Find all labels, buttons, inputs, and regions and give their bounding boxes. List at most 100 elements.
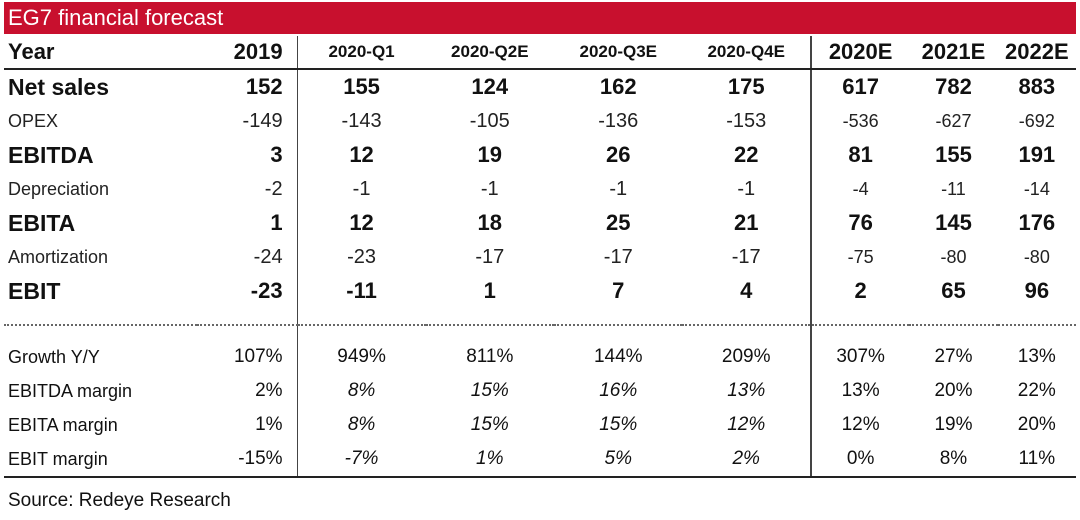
row-label: EBIT margin (4, 442, 197, 478)
row-label: OPEX (8, 110, 59, 131)
table-cell: 155 (935, 142, 972, 167)
table-cell: 15% (470, 414, 509, 435)
table-cell: 144% (593, 346, 643, 367)
row-label: EBITA (8, 209, 76, 236)
table-cell: 20% (934, 380, 973, 401)
table-cell: 25 (606, 210, 631, 235)
table-cell: 8% (296, 374, 426, 408)
table-cell: 81 (809, 138, 910, 172)
table-cell: 2% (682, 442, 811, 478)
header-cell: 2021E (909, 36, 998, 70)
table-cell: -17 (475, 245, 505, 268)
table-cell: -23 (250, 278, 283, 303)
header-cell: 2019 (196, 36, 298, 70)
header-row: Year 2019 2020-Q1 2020-Q2E 2020-Q3E 2020… (4, 36, 1076, 70)
table-cell: -7% (296, 442, 426, 478)
header-cell: 2020E (809, 36, 910, 70)
table-cell: -692 (1018, 110, 1055, 131)
table-cell: 22 (733, 142, 759, 167)
table-cell: 307% (809, 340, 910, 374)
header-cell: 2020-Q1 (296, 36, 426, 70)
table-cell: -17 (731, 245, 761, 268)
row-label: EBITDA (8, 141, 94, 168)
table-row: OPEX -149 -143 -105 -136 -153 -536 -627 … (4, 104, 1076, 138)
table-cell: 949% (296, 340, 426, 374)
table-cell: -149 (242, 109, 283, 132)
table-cell: 26 (606, 142, 631, 167)
table-cell: 11% (997, 442, 1076, 478)
forecast-table: Year 2019 2020-Q1 2020-Q2E 2020-Q3E 2020… (4, 36, 1076, 478)
table-cell: 883 (1018, 74, 1056, 99)
table-cell: -143 (296, 104, 426, 138)
table-cell: 15% (599, 414, 638, 435)
table-cell: 76 (809, 206, 910, 240)
table-cell: -11 (941, 178, 966, 199)
table-cell: -536 (809, 104, 910, 138)
table-cell: -2 (264, 177, 283, 200)
row-label: EBITDA margin (8, 380, 133, 401)
table-row: EBITDA 3 12 19 26 22 81 155 191 (4, 138, 1076, 172)
table-cell: -627 (935, 110, 972, 131)
header-cell: 2022E (997, 36, 1076, 70)
header-cell: 2020-Q2E (425, 36, 555, 70)
table-cell: 1% (255, 414, 283, 435)
ratio-row: EBIT margin -15% -7% 1% 5% 2% 0% 8% 11% (4, 442, 1076, 478)
spacer-row (4, 325, 1076, 340)
table-cell: -1 (609, 177, 628, 200)
table-cell: 15% (470, 380, 509, 401)
table-row: EBIT -23 -11 1 7 4 2 65 96 (4, 274, 1076, 308)
table-cell: 12% (727, 414, 766, 435)
table-cell: 13% (727, 380, 766, 401)
table-cell: 96 (1024, 278, 1050, 303)
table-cell: -105 (469, 109, 510, 132)
table-cell: -80 (940, 246, 967, 267)
table-cell: -75 (809, 240, 910, 274)
dotted-separator (4, 308, 1076, 326)
table-cell: 175 (727, 74, 765, 99)
table-row: Amortization -24 -23 -17 -17 -17 -75 -80… (4, 240, 1076, 274)
source-note: Source: Redeye Research (8, 490, 231, 511)
table-cell: -136 (598, 109, 639, 132)
table-cell: -80 (1023, 246, 1050, 267)
table-cell: 8% (296, 408, 426, 442)
table-cell: 19% (934, 414, 973, 435)
table-cell: -153 (726, 109, 767, 132)
table-cell: -1 (737, 177, 756, 200)
table-cell: 2% (255, 380, 283, 401)
table-cell: 152 (245, 74, 283, 99)
table-cell: 124 (471, 74, 509, 99)
header-cell: 2020-Q4E (682, 36, 811, 70)
row-label: EBITA margin (8, 414, 118, 435)
row-label: Growth Y/Y (8, 346, 100, 367)
table-cell: 8% (909, 442, 998, 478)
table-cell: 13% (809, 374, 910, 408)
table-cell: 7 (612, 278, 625, 303)
row-label: Net sales (8, 73, 110, 100)
table-cell: -4 (809, 172, 910, 206)
table-cell: 2 (809, 274, 910, 308)
table-cell: -14 (1023, 178, 1050, 199)
table-cell: -23 (296, 240, 426, 274)
table-cell: 13% (1017, 346, 1056, 367)
table-cell: 20% (1017, 414, 1056, 435)
table-cell: 5% (554, 442, 683, 478)
ratio-row: EBITDA margin 2% 8% 15% 16% 13% 13% 20% … (4, 374, 1076, 408)
table-cell: 3 (270, 142, 283, 167)
table-cell: 18 (477, 210, 503, 235)
table-cell: 19 (477, 142, 503, 167)
table-cell: 155 (296, 69, 426, 104)
table-cell: 12 (296, 138, 426, 172)
table-cell: 782 (935, 74, 972, 99)
header-cell: Year (4, 36, 197, 70)
table-title: EG7 financial forecast (4, 2, 1076, 34)
table-cell: 65 (941, 278, 966, 303)
table-cell: 209% (721, 346, 771, 367)
table-cell: 1% (425, 442, 555, 478)
ratio-row: Growth Y/Y 107% 949% 811% 144% 209% 307%… (4, 340, 1076, 374)
table-cell: -1 (296, 172, 426, 206)
table-cell: -11 (296, 274, 426, 308)
table-cell: -15% (196, 442, 298, 478)
row-label: Amortization (8, 246, 109, 267)
table-cell: 1 (483, 278, 496, 303)
table-cell: 16% (599, 380, 638, 401)
